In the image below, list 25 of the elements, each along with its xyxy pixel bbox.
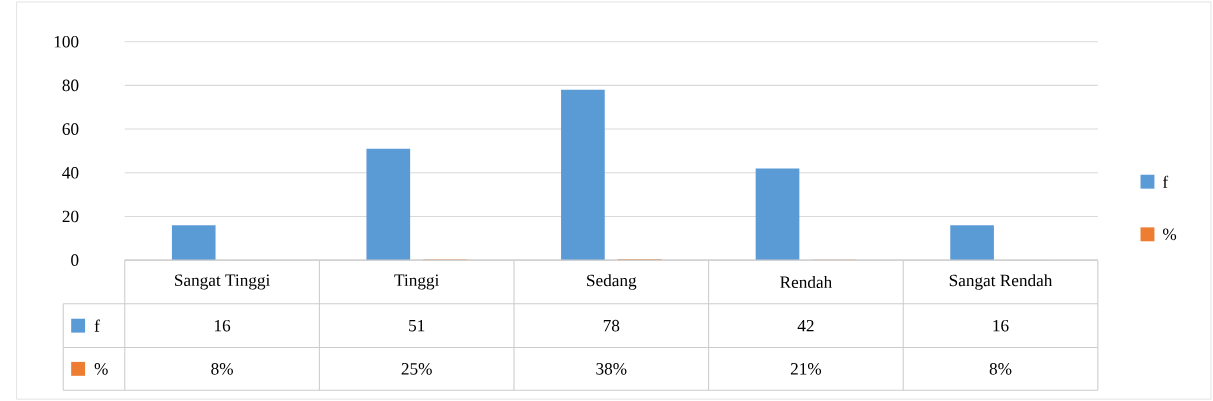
- data-label: 8%: [989, 362, 1012, 375]
- x-tick-label: Tinggi: [394, 274, 440, 290]
- legend-label: f: [94, 319, 100, 332]
- y-tick-label: 40: [62, 166, 79, 179]
- text: f: [1162, 175, 1169, 188]
- text: %: [94, 362, 108, 375]
- x-tick-label: Sangat Rendah: [949, 274, 1053, 290]
- y-tick-label: 20: [62, 210, 79, 223]
- data-label: 78: [603, 319, 620, 332]
- data-label: 38%: [596, 362, 627, 375]
- x-tick-label: Sedang: [587, 274, 637, 290]
- data-label: 25%: [401, 362, 432, 375]
- y-tick-label: 60: [62, 123, 79, 135]
- y-tick-label: 100: [54, 35, 79, 48]
- data-label: 16: [993, 319, 1009, 332]
- x-tick-label: Rendah: [780, 275, 832, 288]
- data-label: 51: [409, 319, 425, 332]
- data-label: 16: [215, 319, 231, 332]
- data-label: 21%: [790, 362, 822, 375]
- x-tick-label: Sangat Tinggi: [175, 274, 270, 290]
- legend-label: %: [1162, 228, 1177, 241]
- y-tick-label: 80: [62, 79, 79, 92]
- data-label: 8%: [211, 362, 233, 375]
- y-tick-label: 0: [71, 254, 79, 266]
- data-label: 42: [797, 319, 814, 332]
